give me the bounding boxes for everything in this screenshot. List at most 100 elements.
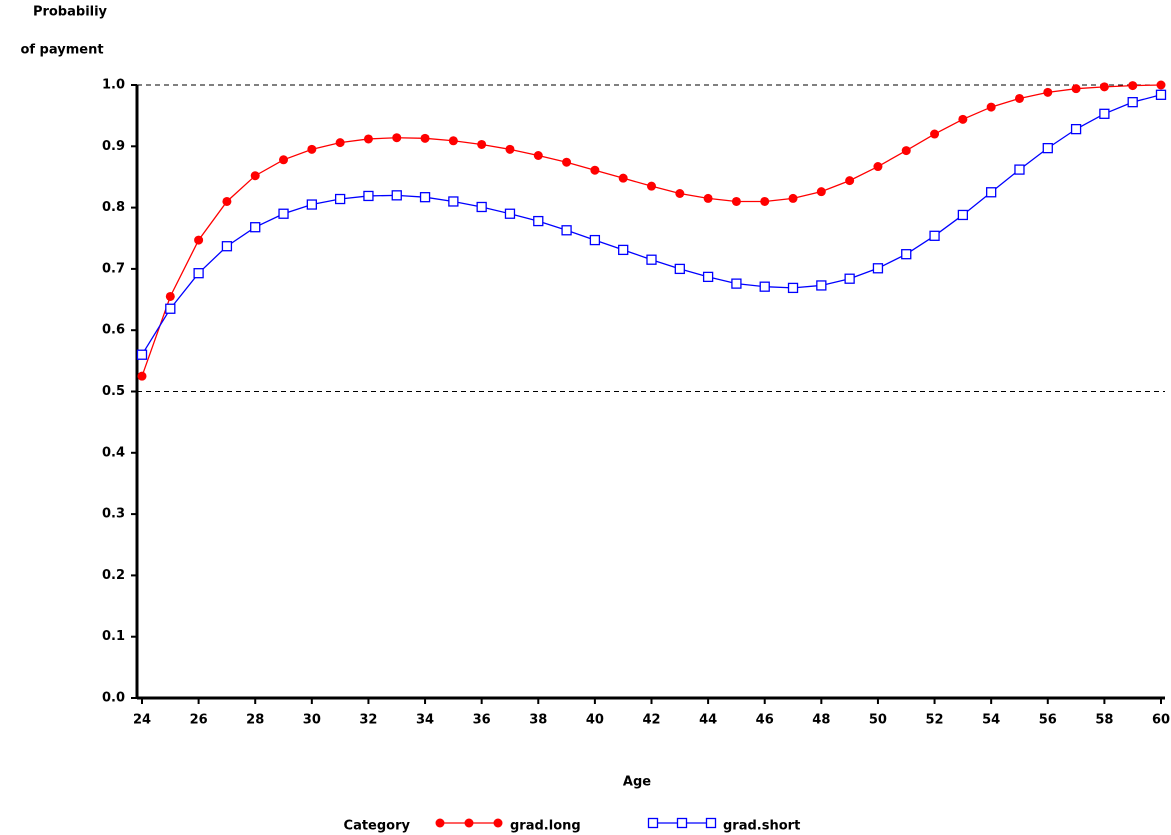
legend-marker [676, 817, 688, 829]
data-point [136, 349, 148, 360]
data-point [279, 155, 289, 165]
data-point [618, 244, 629, 256]
data-point [391, 190, 402, 201]
data-point [760, 196, 770, 206]
data-point [844, 273, 855, 284]
data-point [250, 171, 260, 181]
data-point [1071, 84, 1081, 94]
y-tick-label: 0.5 [102, 384, 125, 399]
data-point [1127, 97, 1138, 108]
y-tick-label: 0.7 [102, 261, 125, 276]
x-tick-label: 34 [416, 713, 434, 728]
legend-marker [464, 818, 474, 828]
data-point [702, 271, 714, 283]
data-point [788, 193, 798, 203]
data-point [957, 209, 969, 221]
data-point [618, 173, 628, 183]
x-axis-label: Age [623, 775, 651, 790]
data-point [589, 234, 601, 246]
x-tick-label: 48 [812, 713, 830, 728]
x-tick-label: 38 [529, 713, 547, 728]
data-point [647, 181, 656, 191]
y-tick-label: 0.6 [102, 323, 125, 338]
data-point [986, 187, 997, 198]
data-point [1099, 108, 1110, 119]
data-point [1043, 87, 1053, 97]
x-tick-label: 26 [190, 713, 208, 728]
x-tick-label: 42 [642, 713, 660, 728]
data-point [363, 134, 373, 144]
data-point [675, 189, 685, 199]
data-point [703, 193, 713, 203]
y-tick-label: 0.8 [102, 200, 125, 215]
x-tick-label: 40 [586, 713, 604, 728]
y-axis-label: of payment [20, 43, 103, 58]
x-tick-label: 44 [699, 713, 717, 728]
x-tick-label: 52 [926, 713, 944, 728]
legend-label: grad.long [510, 819, 581, 834]
y-tick-label: 0.1 [102, 629, 125, 644]
data-point [845, 176, 855, 186]
data-point [419, 192, 431, 203]
data-point [137, 371, 147, 381]
y-tick-label: 1.0 [102, 78, 125, 93]
data-point [646, 254, 657, 265]
x-tick-label: 56 [1039, 713, 1057, 728]
x-tick-label: 36 [473, 713, 491, 728]
data-point [334, 193, 346, 205]
series-line [141, 84, 1162, 377]
data-point [306, 199, 317, 210]
data-point [958, 114, 968, 124]
data-point [901, 249, 912, 260]
x-tick-label: 46 [756, 713, 774, 728]
legend-label: grad.short [723, 819, 800, 834]
data-point [562, 157, 572, 167]
data-point [250, 222, 261, 233]
y-axis-label: Probabiliy [33, 5, 108, 20]
data-point [731, 196, 741, 206]
data-point [1156, 80, 1166, 90]
data-point [787, 282, 799, 294]
data-point [816, 280, 827, 291]
data-point [194, 235, 204, 245]
data-point [759, 281, 770, 292]
legend-marker [705, 817, 717, 829]
data-point [533, 215, 544, 227]
data-point [731, 278, 742, 289]
data-point [1042, 142, 1053, 154]
data-point [816, 187, 826, 197]
x-tick-label: 32 [359, 713, 377, 728]
x-tick-label: 28 [246, 713, 264, 728]
data-point [872, 263, 884, 274]
y-tick-label: 0.0 [102, 691, 125, 706]
data-point [1128, 81, 1138, 91]
data-point [420, 133, 430, 143]
data-point [901, 146, 911, 156]
data-point [392, 133, 402, 143]
x-tick-label: 58 [1095, 713, 1113, 728]
x-tick-label: 30 [303, 713, 321, 728]
y-tick-label: 0.9 [102, 139, 125, 154]
data-point [448, 136, 458, 146]
data-point [278, 208, 289, 219]
data-point [307, 144, 317, 154]
data-point [1014, 164, 1025, 175]
x-tick-label: 60 [1152, 713, 1170, 728]
legend-marker [647, 817, 659, 829]
data-point [165, 303, 176, 314]
data-point [674, 263, 685, 275]
x-tick-label: 50 [869, 713, 887, 728]
x-tick-label: 24 [133, 713, 151, 728]
data-point [986, 102, 996, 112]
data-point [504, 208, 516, 219]
y-tick-label: 0.2 [102, 568, 125, 583]
data-point [590, 165, 600, 175]
data-point [193, 268, 204, 279]
data-point [873, 162, 883, 172]
data-point [477, 139, 487, 149]
legend-title: Category [344, 819, 411, 834]
y-tick-label: 0.3 [102, 507, 125, 522]
data-point [222, 196, 232, 206]
